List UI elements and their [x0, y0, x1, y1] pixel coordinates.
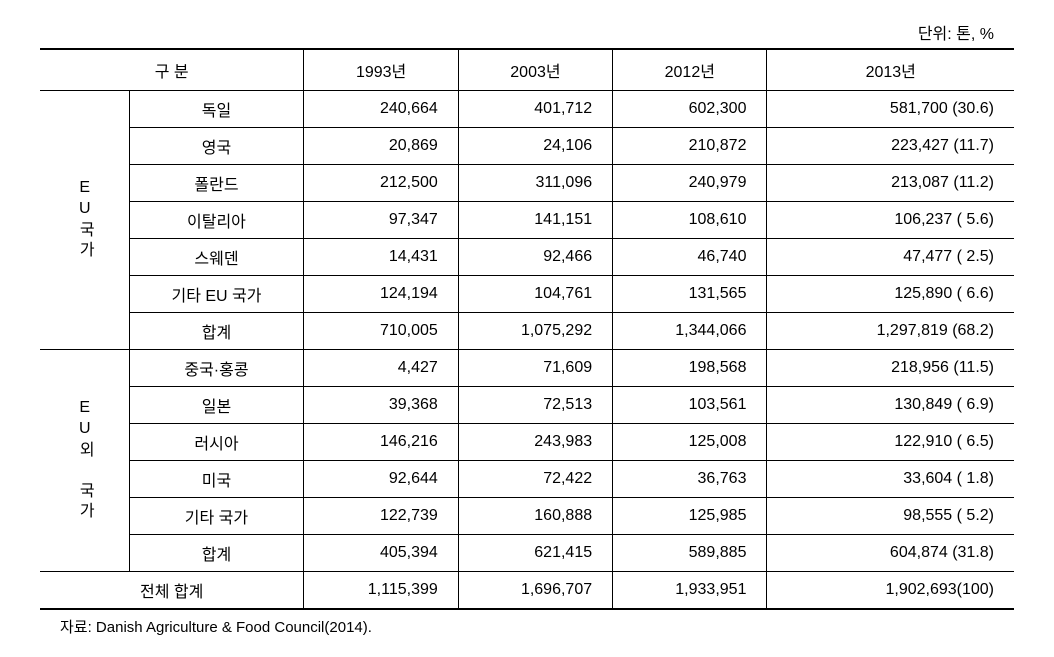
cell-value: 1,115,399 — [304, 572, 458, 610]
cell-value: 108,610 — [613, 202, 767, 239]
subtotal-row-non-eu: 합계 405,394 621,415 589,885 604,874 (31.8… — [40, 535, 1014, 572]
cell-value: 72,513 — [458, 387, 612, 424]
row-label: 기타 국가 — [129, 498, 304, 535]
cell-value: 131,565 — [613, 276, 767, 313]
cell-value: 122,739 — [304, 498, 458, 535]
cell-value: 92,644 — [304, 461, 458, 498]
cell-value: 602,300 — [613, 91, 767, 128]
cell-value: 103,561 — [613, 387, 767, 424]
cell-value: 581,700 (30.6) — [767, 91, 1014, 128]
table-row: 영국 20,869 24,106 210,872 223,427 (11.7) — [40, 128, 1014, 165]
cell-value: 20,869 — [304, 128, 458, 165]
cell-value: 4,427 — [304, 350, 458, 387]
grand-total-row: 전체 합계 1,115,399 1,696,707 1,933,951 1,90… — [40, 572, 1014, 610]
cell-value: 104,761 — [458, 276, 612, 313]
table-row: 미국 92,644 72,422 36,763 33,604 ( 1.8) — [40, 461, 1014, 498]
group-label-eu: EU국가 — [40, 91, 129, 350]
cell-value: 1,075,292 — [458, 313, 612, 350]
row-label: 독일 — [129, 91, 304, 128]
table-row: 폴란드 212,500 311,096 240,979 213,087 (11.… — [40, 165, 1014, 202]
cell-value: 240,664 — [304, 91, 458, 128]
cell-value: 72,422 — [458, 461, 612, 498]
table-row: EU국가 독일 240,664 401,712 602,300 581,700 … — [40, 91, 1014, 128]
row-label: 미국 — [129, 461, 304, 498]
cell-value: 24,106 — [458, 128, 612, 165]
cell-value: 223,427 (11.7) — [767, 128, 1014, 165]
table-row: 기타 EU 국가 124,194 104,761 131,565 125,890… — [40, 276, 1014, 313]
row-label: 스웨덴 — [129, 239, 304, 276]
header-2013: 2013년 — [767, 49, 1014, 91]
cell-value: 621,415 — [458, 535, 612, 572]
table-row: EU외 국가 중국·홍콩 4,427 71,609 198,568 218,95… — [40, 350, 1014, 387]
cell-value: 71,609 — [458, 350, 612, 387]
cell-value: 124,194 — [304, 276, 458, 313]
header-2012: 2012년 — [613, 49, 767, 91]
row-label: 영국 — [129, 128, 304, 165]
row-label: 러시아 — [129, 424, 304, 461]
header-row: 구 분 1993년 2003년 2012년 2013년 — [40, 49, 1014, 91]
cell-value: 213,087 (11.2) — [767, 165, 1014, 202]
cell-value: 243,983 — [458, 424, 612, 461]
cell-value: 106,237 ( 5.6) — [767, 202, 1014, 239]
cell-value: 39,368 — [304, 387, 458, 424]
cell-value: 1,902,693(100) — [767, 572, 1014, 610]
header-1993: 1993년 — [304, 49, 458, 91]
row-label: 중국·홍콩 — [129, 350, 304, 387]
cell-value: 125,890 ( 6.6) — [767, 276, 1014, 313]
cell-value: 198,568 — [613, 350, 767, 387]
cell-value: 47,477 ( 2.5) — [767, 239, 1014, 276]
cell-value: 401,712 — [458, 91, 612, 128]
unit-label: 단위: 톤, % — [40, 20, 1014, 44]
cell-value: 141,151 — [458, 202, 612, 239]
cell-value: 218,956 (11.5) — [767, 350, 1014, 387]
cell-value: 1,297,819 (68.2) — [767, 313, 1014, 350]
cell-value: 160,888 — [458, 498, 612, 535]
table-row: 이탈리아 97,347 141,151 108,610 106,237 ( 5.… — [40, 202, 1014, 239]
cell-value: 130,849 ( 6.9) — [767, 387, 1014, 424]
header-2003: 2003년 — [458, 49, 612, 91]
cell-value: 710,005 — [304, 313, 458, 350]
cell-value: 1,696,707 — [458, 572, 612, 610]
cell-value: 589,885 — [613, 535, 767, 572]
cell-value: 240,979 — [613, 165, 767, 202]
cell-value: 125,985 — [613, 498, 767, 535]
cell-value: 92,466 — [458, 239, 612, 276]
row-label: 폴란드 — [129, 165, 304, 202]
cell-value: 311,096 — [458, 165, 612, 202]
row-label: 일본 — [129, 387, 304, 424]
cell-value: 14,431 — [304, 239, 458, 276]
cell-value: 98,555 ( 5.2) — [767, 498, 1014, 535]
table-row: 스웨덴 14,431 92,466 46,740 47,477 ( 2.5) — [40, 239, 1014, 276]
table-row: 일본 39,368 72,513 103,561 130,849 ( 6.9) — [40, 387, 1014, 424]
row-label: 합계 — [129, 535, 304, 572]
header-category: 구 분 — [40, 49, 304, 91]
cell-value: 36,763 — [613, 461, 767, 498]
subtotal-row-eu: 합계 710,005 1,075,292 1,344,066 1,297,819… — [40, 313, 1014, 350]
row-label: 이탈리아 — [129, 202, 304, 239]
cell-value: 1,933,951 — [613, 572, 767, 610]
table-row: 러시아 146,216 243,983 125,008 122,910 ( 6.… — [40, 424, 1014, 461]
cell-value: 125,008 — [613, 424, 767, 461]
cell-value: 97,347 — [304, 202, 458, 239]
cell-value: 212,500 — [304, 165, 458, 202]
cell-value: 1,344,066 — [613, 313, 767, 350]
row-label: 기타 EU 국가 — [129, 276, 304, 313]
cell-value: 146,216 — [304, 424, 458, 461]
cell-value: 210,872 — [613, 128, 767, 165]
cell-value: 46,740 — [613, 239, 767, 276]
grand-total-label: 전체 합계 — [40, 572, 304, 610]
data-table: 구 분 1993년 2003년 2012년 2013년 EU국가 독일 240,… — [40, 48, 1014, 610]
cell-value: 405,394 — [304, 535, 458, 572]
cell-value: 122,910 ( 6.5) — [767, 424, 1014, 461]
row-label: 합계 — [129, 313, 304, 350]
cell-value: 33,604 ( 1.8) — [767, 461, 1014, 498]
table-row: 기타 국가 122,739 160,888 125,985 98,555 ( 5… — [40, 498, 1014, 535]
group-label-non-eu: EU외 국가 — [40, 350, 129, 572]
source-note: 자료: Danish Agriculture & Food Council(20… — [40, 616, 1014, 637]
cell-value: 604,874 (31.8) — [767, 535, 1014, 572]
